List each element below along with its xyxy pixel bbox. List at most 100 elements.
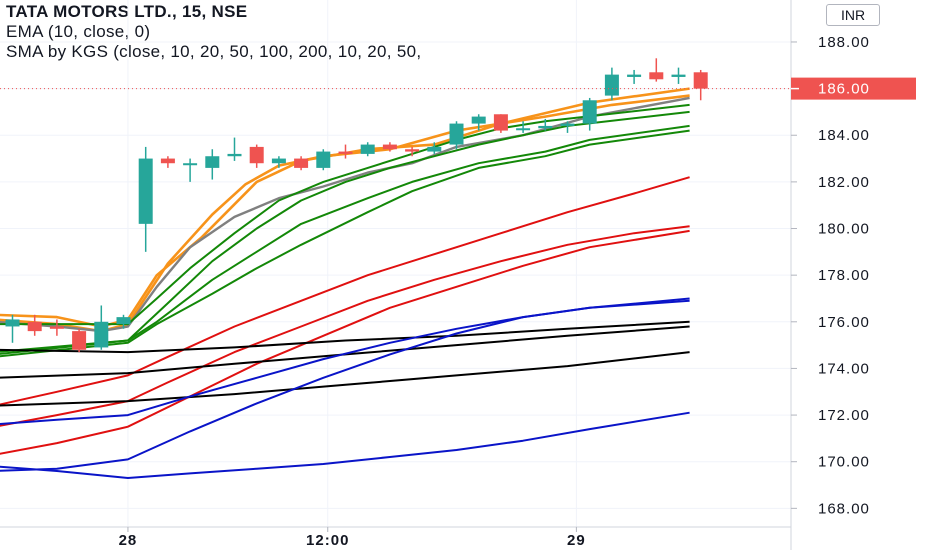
candle-body: [49, 326, 64, 329]
ma-line-black-12: [0, 351, 690, 407]
time-tick-label: 29: [567, 532, 586, 549]
candle: [183, 158, 198, 182]
candle-body: [582, 100, 597, 124]
candle-body: [560, 123, 575, 126]
price-tick-label: 174.00: [818, 360, 870, 377]
candle: [427, 142, 442, 154]
time-tick-label: 28: [119, 532, 138, 549]
candle: [649, 58, 664, 82]
ma-line-green-4: [0, 110, 690, 353]
candle-body: [227, 153, 242, 157]
candle-body: [338, 151, 353, 154]
candle: [160, 156, 175, 168]
price-tick-label: 168.00: [818, 500, 870, 517]
candle: [693, 69, 708, 101]
candle: [582, 97, 597, 131]
candle: [360, 142, 375, 157]
candle: [94, 305, 109, 350]
currency-badge[interactable]: INR: [826, 4, 880, 26]
candle-body: [249, 146, 264, 164]
last-price-tag: [791, 77, 916, 100]
price-tick-label: 182.00: [818, 174, 870, 191]
candle-body: [671, 74, 686, 77]
candle: [671, 67, 686, 84]
candle: [627, 69, 642, 84]
candle-body: [27, 321, 42, 332]
price-axis[interactable]: 168.00 170.00 172.00 174.00 176.00 178.00 180.…: [791, 34, 870, 517]
ma-line-green-6: [0, 129, 690, 358]
chart-legend: TATA MOTORS LTD., 15, NSE EMA (10, close…: [6, 2, 421, 62]
grid: [0, 0, 791, 527]
candle: [27, 314, 42, 336]
candle-body: [449, 123, 464, 145]
price-tick-label: 180.00: [818, 221, 870, 238]
candle: [516, 121, 531, 133]
candle: [382, 142, 397, 152]
candle: [560, 121, 575, 133]
candle: [205, 149, 220, 180]
candle-body: [116, 317, 131, 325]
candle: [294, 156, 309, 171]
candle-body: [405, 149, 420, 152]
price-tick-label: 178.00: [818, 267, 870, 284]
candle-body: [693, 72, 708, 89]
candle: [227, 137, 242, 161]
ma-line-red-8: [0, 225, 690, 427]
candle-body: [538, 125, 553, 129]
candle-body: [183, 163, 198, 166]
ma-line-black-10: [0, 320, 690, 354]
candle-body: [72, 331, 87, 350]
candle: [5, 314, 20, 343]
candle: [471, 114, 486, 131]
candle-body: [471, 116, 486, 124]
price-tick-label: 172.00: [818, 407, 870, 424]
candle: [271, 156, 286, 168]
last-price-marker: 186.00: [791, 77, 916, 100]
ma-line-blue-15: [0, 411, 690, 479]
candle: [249, 144, 264, 168]
price-tick-label: 176.00: [818, 314, 870, 331]
symbol-title[interactable]: TATA MOTORS LTD., 15, NSE: [6, 2, 248, 21]
candle: [405, 146, 420, 157]
ma-line-orange-1: [0, 94, 690, 333]
candle-body: [316, 151, 331, 168]
price-tick-label: 184.00: [818, 127, 870, 144]
candle: [116, 314, 131, 329]
candle-body: [138, 158, 153, 224]
ema-indicator-label[interactable]: EMA (10, close, 0): [6, 22, 151, 41]
time-axis[interactable]: 28 12:00 29: [119, 527, 586, 549]
candle-body: [205, 156, 220, 168]
ma-line-red-9: [0, 229, 690, 455]
candle: [604, 67, 619, 101]
candle-body: [427, 146, 442, 152]
candle: [338, 144, 353, 159]
ma-line-ema-2: [0, 96, 690, 333]
price-tick-label: 170.00: [818, 454, 870, 471]
candle: [49, 319, 64, 336]
ma-line-red-7: [0, 176, 690, 406]
candle-body: [649, 72, 664, 80]
candle-body: [516, 128, 531, 131]
sma-indicator-label[interactable]: SMA by KGS (close, 10, 20, 50, 100, 200,…: [6, 42, 422, 61]
candle-body: [493, 114, 508, 131]
candle-body: [294, 158, 309, 168]
price-tick-label: 188.00: [818, 34, 870, 51]
candle-body: [94, 321, 109, 348]
candle-body: [160, 158, 175, 164]
candle-body: [604, 74, 619, 96]
candle: [493, 114, 508, 133]
ma-line-green-5: [0, 124, 690, 355]
ma-line-blue-14: [0, 299, 690, 472]
time-tick-label: 12:00: [306, 532, 349, 549]
ma-line-green-3: [0, 103, 690, 326]
candle-body: [271, 158, 286, 164]
candle-body: [5, 319, 20, 327]
candle-body: [360, 144, 375, 154]
candle: [316, 149, 331, 171]
candles: [5, 58, 708, 353]
candle: [449, 121, 464, 150]
candle: [138, 146, 153, 252]
last-price-label: 186.00: [818, 81, 870, 98]
candle-body: [382, 144, 397, 150]
